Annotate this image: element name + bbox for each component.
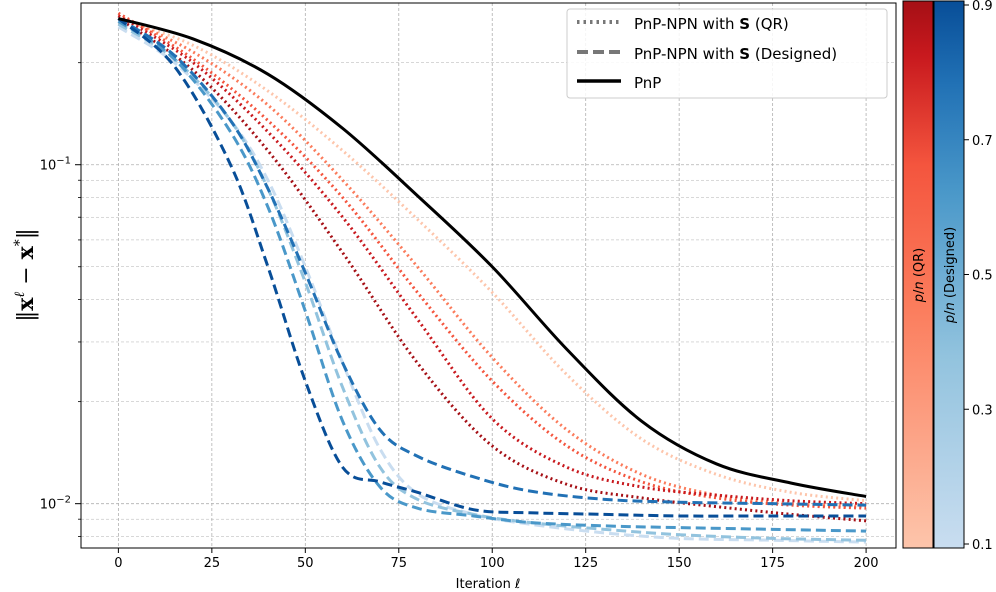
x-axis: 0 25 50 75 100 125 150 175 200 (114, 548, 879, 571)
colorbar-tick-label: 0.3 (972, 403, 993, 418)
x-tick-label: 25 (204, 556, 221, 571)
colorbar-tick-label: 0.9 (972, 0, 993, 14)
colorbar-designed-label: p/n (Designed) (943, 227, 958, 324)
x-tick-label: 75 (391, 556, 408, 571)
colorbar-designed-bar (933, 0, 965, 549)
x-tick-label: 200 (854, 556, 879, 571)
colorbar-designed: p/n (Designed) 0.1 0.3 0.5 0.7 0.9 (933, 0, 993, 553)
series-designed-pn-0.7 (117, 17, 867, 507)
series-designed-pn-0.5 (117, 20, 867, 533)
y-axis-label: ‖xℓ − x*‖ (12, 228, 39, 322)
x-tick-label: 100 (480, 556, 505, 571)
colorbar-tick-label: 0.1 (972, 538, 993, 553)
legend-box (566, 8, 888, 99)
colorbar-designed-ticks: 0.1 0.3 0.5 0.7 0.9 (964, 0, 993, 553)
plot-frame (80, 2, 897, 549)
x-tick-label: 125 (573, 556, 598, 571)
x-tick-label: 50 (297, 556, 314, 571)
series-designed-pn-0.1 (117, 25, 867, 544)
y-tick-label: 10−1 (40, 156, 71, 174)
y-axis: 10−2 10−1 (40, 62, 81, 537)
legend-label-qr: PnP-NPN with S (QR) (634, 15, 789, 33)
colorbar-tick-label: 0.7 (972, 134, 993, 149)
x-tick-label: 175 (760, 556, 785, 571)
x-tick-label: 150 (667, 556, 692, 571)
series-qr-pn-0.9 (117, 17, 867, 523)
colorbar-qr-bar (902, 0, 934, 549)
colorbar-tick-label: 0.5 (972, 269, 993, 284)
legend: PnP-NPN with S (QR) PnP-NPN with S (Desi… (566, 8, 888, 99)
series-qr-pn-0.1 (117, 17, 867, 503)
series-qr-pn-0.5 (117, 11, 867, 510)
x-axis-label: Iteration ℓ (456, 577, 521, 592)
series-designed-pn-0.9 (117, 17, 867, 518)
legend-label-pnp: PnP (634, 74, 661, 92)
y-tick-label: 10−2 (40, 495, 71, 513)
series-pnp (117, 17, 867, 498)
series-layer (117, 11, 867, 544)
colorbar-qr-label: p/n (QR) (912, 248, 927, 303)
series-qr-pn-0.7 (117, 14, 867, 506)
colorbar-qr: p/n (QR) (902, 0, 934, 549)
legend-label-designed: PnP-NPN with S (Designed) (634, 45, 837, 63)
series-designed-pn-0.3 (117, 22, 867, 542)
x-tick-label: 0 (114, 556, 122, 571)
